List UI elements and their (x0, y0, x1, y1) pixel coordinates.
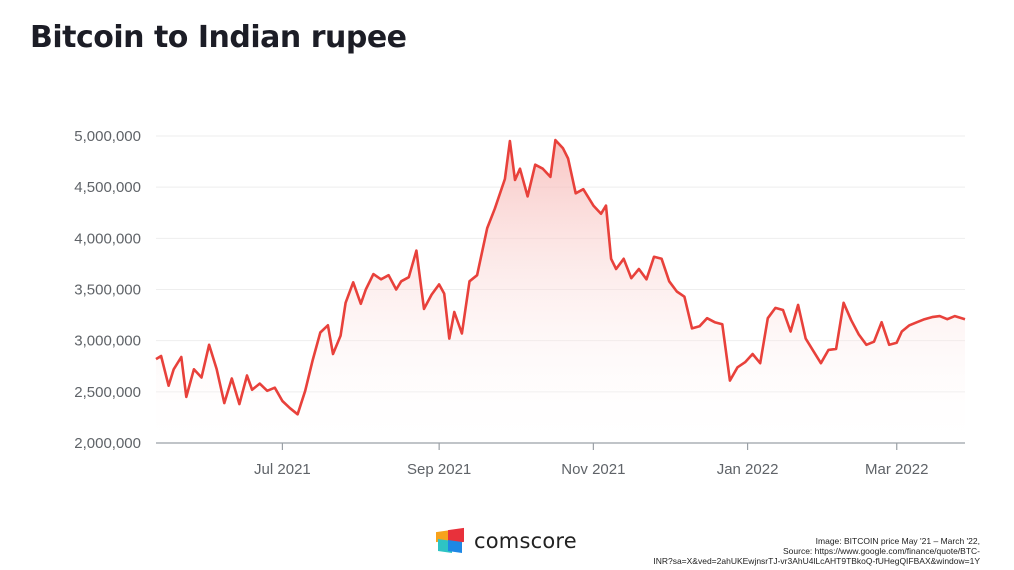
x-tick-label: Jan 2022 (717, 461, 779, 478)
x-axis: Jul 2021 Sep 2021 Nov 2021 Jan 2022 Mar 2022 (254, 443, 928, 478)
y-tick-label: 3,000,000 (74, 333, 141, 350)
price-area (156, 140, 965, 443)
y-axis: 2,000,000 2,500,000 3,000,000 3,500,000 4,00… (74, 128, 141, 452)
image-source-caption: Image: BITCOIN price May '21 – March '22… (560, 536, 980, 566)
caption-line: INR?sa=X&ved=2ahUKEwjnsrTJ-vr3AhU4lLcAHT… (653, 556, 980, 566)
x-tick-label: Mar 2022 (865, 461, 928, 478)
comscore-logo: comscore (436, 527, 577, 553)
y-tick-label: 4,000,000 (74, 230, 141, 247)
comscore-logo-icon (436, 527, 466, 553)
logo-text: comscore (474, 529, 577, 553)
y-tick-label: 2,000,000 (74, 435, 141, 452)
caption-line: Source: https://www.google.com/finance/q… (782, 546, 980, 556)
x-tick-label: Sep 2021 (407, 461, 471, 478)
y-tick-label: 5,000,000 (74, 128, 141, 145)
y-tick-label: 4,500,000 (74, 179, 141, 196)
x-tick-label: Jul 2021 (254, 461, 311, 478)
y-tick-label: 3,500,000 (74, 282, 141, 299)
price-chart: 2,000,000 2,500,000 3,000,000 3,500,000 4,00… (74, 128, 966, 478)
y-tick-label: 2,500,000 (74, 384, 141, 401)
x-tick-label: Nov 2021 (561, 461, 625, 478)
caption-line: Image: BITCOIN price May '21 – March '22… (815, 536, 980, 546)
slide-title: Bitcoin to Indian rupee (30, 20, 407, 55)
price-line (155, 138, 966, 416)
